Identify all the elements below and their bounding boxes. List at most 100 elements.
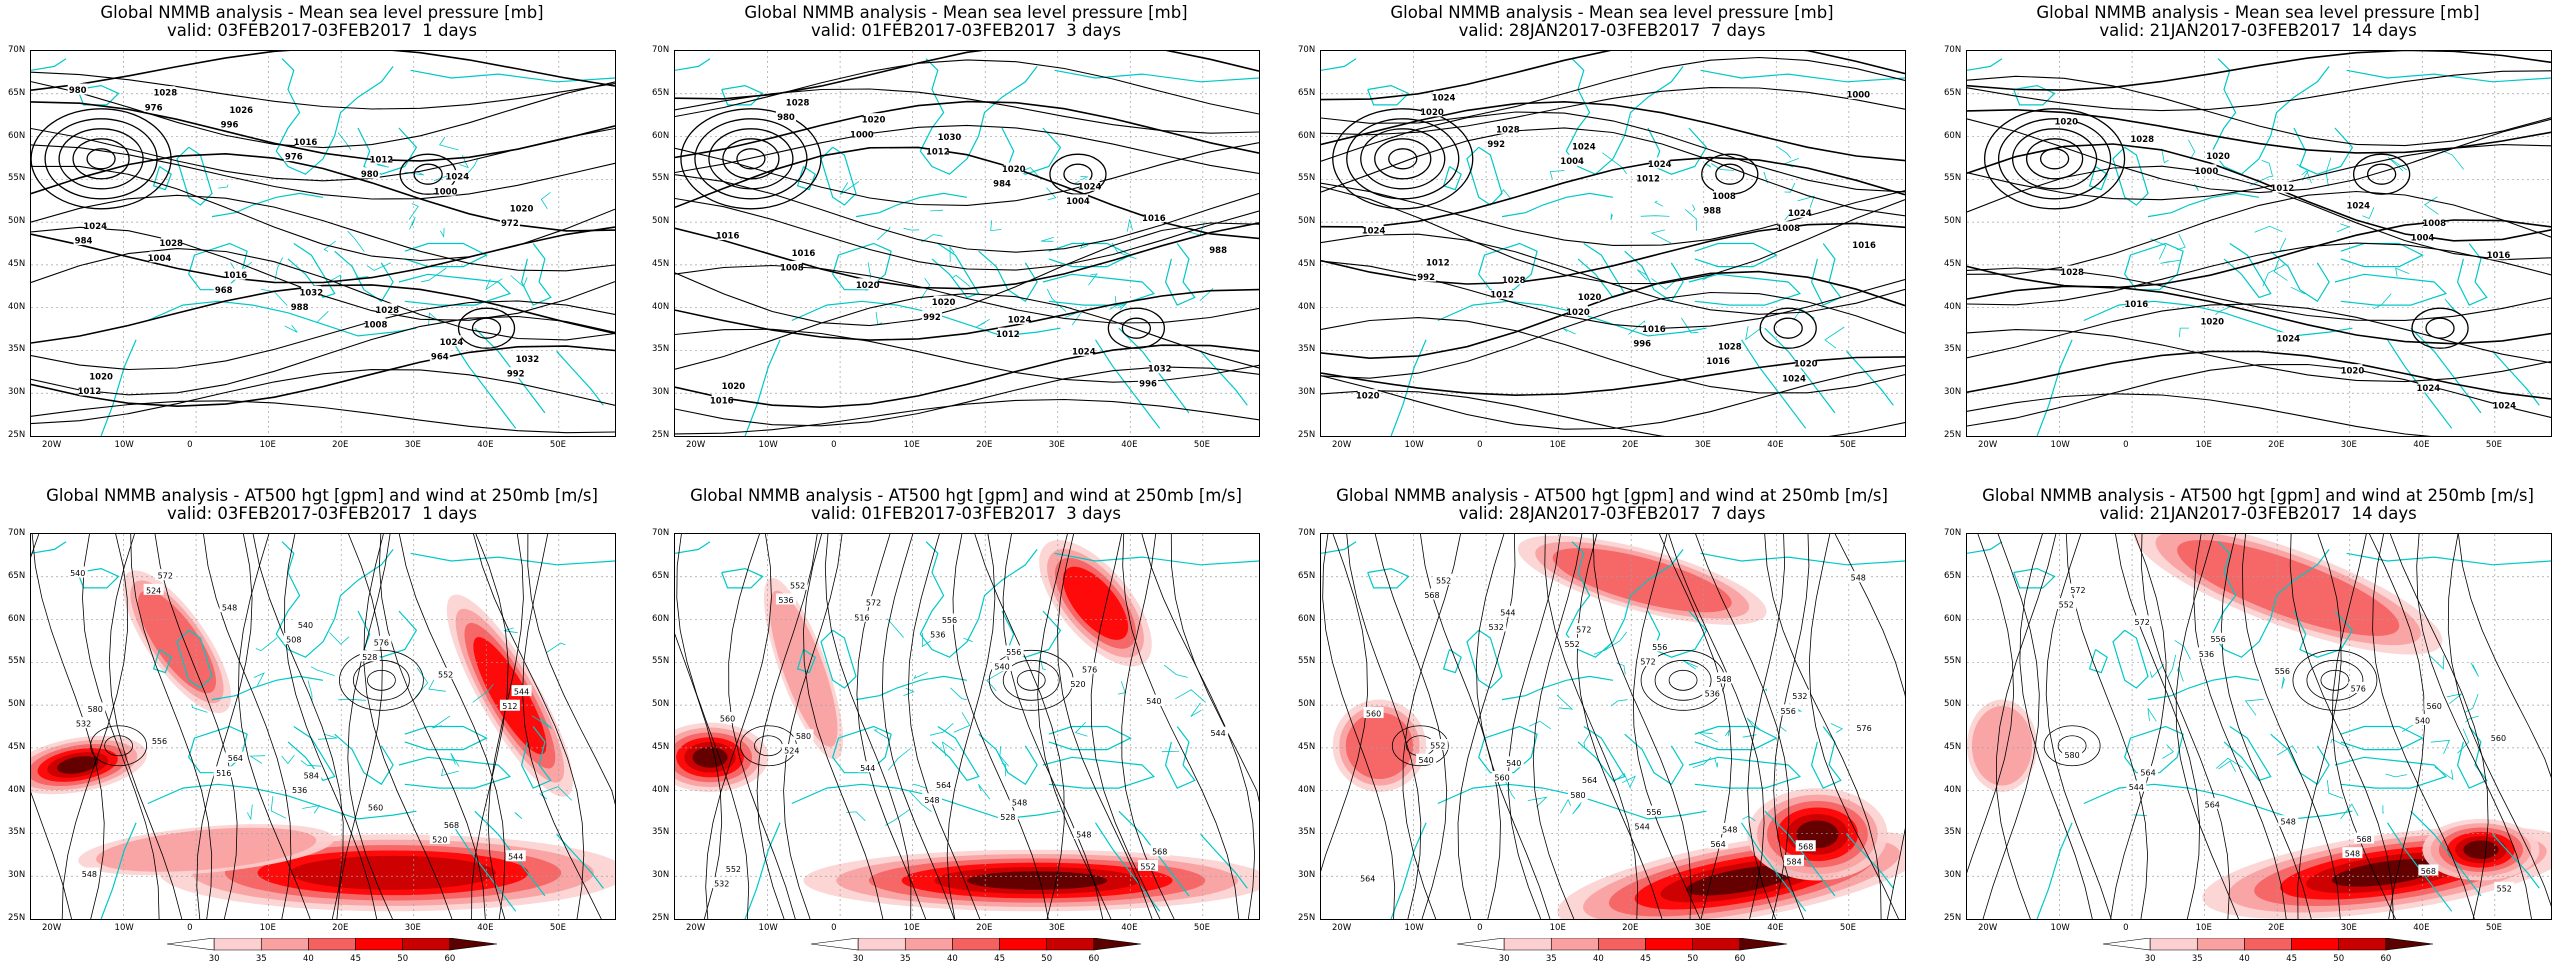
country-border xyxy=(317,311,329,323)
wind-shading xyxy=(290,855,496,890)
lon-tick-label: 0 xyxy=(187,440,193,450)
contour-label: 1024 xyxy=(1648,157,1672,170)
isobar xyxy=(1321,87,1905,136)
closed-contour xyxy=(1049,153,1107,195)
coastline xyxy=(2036,822,2073,919)
svg-text:1024: 1024 xyxy=(1072,347,1096,357)
lat-tick-label: 25N xyxy=(652,913,670,923)
panel-valid-date: valid: 28JAN2017-03FEB2017 7 days xyxy=(1458,504,1766,523)
country-border xyxy=(1704,163,1712,168)
contour-label: 528 xyxy=(359,650,380,662)
country-border xyxy=(1549,170,1565,180)
contour-label: 532 xyxy=(73,717,94,729)
contour-label: 572 xyxy=(2132,615,2153,627)
contour-label: 1020 xyxy=(1356,389,1380,402)
lon-tick-label: 50E xyxy=(1193,440,1210,450)
lon-tick-label: 20W xyxy=(1332,923,1352,933)
lat-tick-label: 40N xyxy=(8,784,26,795)
map-area: 536 540 544 548 552 556 560 564 568 572 576 580 548 5… xyxy=(1966,533,2552,920)
svg-text:564: 564 xyxy=(1360,875,1375,884)
height-contour xyxy=(2193,534,2287,919)
contour-label: 544 xyxy=(857,761,878,773)
svg-text:552: 552 xyxy=(726,865,741,874)
contour-label: 1020 xyxy=(932,295,956,308)
contour-label: 1012 xyxy=(2271,181,2294,194)
contour-label: 1016 xyxy=(716,229,739,242)
svg-text:996: 996 xyxy=(1139,379,1157,389)
contour-label: 1032 xyxy=(299,286,323,299)
country-border xyxy=(1190,702,1202,717)
contour-label: 532 xyxy=(1486,620,1507,632)
colorbar-swatch xyxy=(260,938,309,951)
height-contour xyxy=(1457,534,1516,919)
coastline xyxy=(2386,339,2453,429)
contour-label: 544 xyxy=(2126,780,2147,792)
contour-label: 1004 xyxy=(1560,154,1584,167)
country-border xyxy=(347,230,365,252)
contour-label: 1000 xyxy=(2195,164,2218,177)
height-contour xyxy=(1322,534,1396,919)
height-contour xyxy=(2220,534,2312,919)
svg-text:1024: 1024 xyxy=(1648,160,1672,170)
coastline xyxy=(2334,756,2448,789)
contour-label: 1028 xyxy=(375,303,399,316)
country-border xyxy=(1622,775,1637,788)
coastline xyxy=(1565,541,1684,658)
height-contour xyxy=(1668,534,1765,919)
contour-label: 560 xyxy=(1363,707,1384,719)
colorbar-tick-label: 40 xyxy=(947,954,958,964)
closed-contour xyxy=(2366,163,2397,185)
coastline xyxy=(334,733,394,786)
svg-text:1020: 1020 xyxy=(1794,360,1818,370)
svg-text:564: 564 xyxy=(2140,768,2155,777)
country-border xyxy=(510,275,528,288)
lat-tick-label: 55N xyxy=(652,173,670,184)
colorbar-tick-label: 35 xyxy=(1546,954,1557,964)
country-border xyxy=(1681,317,1699,334)
country-border xyxy=(921,632,931,648)
contour-label: 540 xyxy=(67,566,88,578)
svg-text:996: 996 xyxy=(1633,340,1651,350)
country-border xyxy=(1001,762,1006,777)
country-border xyxy=(1650,229,1672,244)
lon-tick-label: 20W xyxy=(1978,440,1998,450)
lon-tick-label: 0 xyxy=(1477,923,1483,933)
svg-text:984: 984 xyxy=(75,237,93,247)
coastline xyxy=(1042,273,1156,306)
map-canvas: 980 984 988 992 996 1000 1004 1008 1012 1016 1012 1… xyxy=(675,51,1259,436)
colorbar-swatch xyxy=(2338,938,2387,951)
coastline xyxy=(820,146,857,206)
colorbar-tick-label: 35 xyxy=(2192,954,2203,964)
coastline xyxy=(1688,756,1802,789)
contour-label: 564 xyxy=(2138,765,2159,777)
lat-tick-label: 25N xyxy=(652,430,670,440)
closed-contour xyxy=(1121,317,1152,339)
contour-label: 552 xyxy=(1138,859,1159,871)
isobar xyxy=(675,366,1259,427)
contour-label: 988 xyxy=(1702,204,1723,217)
lon-tick-label: 30E xyxy=(1694,440,1711,450)
svg-text:964: 964 xyxy=(431,352,449,362)
contour-label: 552 xyxy=(1433,573,1454,585)
lat-tick-label: 35N xyxy=(1298,827,1316,838)
country-border xyxy=(541,786,572,801)
coastline xyxy=(1810,726,1842,789)
colorbar-swatch xyxy=(308,938,356,951)
svg-text:552: 552 xyxy=(1564,640,1579,649)
lat-tick-label: 45N xyxy=(1944,258,1962,269)
coastline xyxy=(188,242,248,291)
coastline xyxy=(832,725,892,774)
lat-tick-label: 25N xyxy=(1298,430,1316,440)
colorbar-tick-label: 45 xyxy=(350,954,361,964)
lat-tick-label: 50N xyxy=(8,699,26,710)
contour-label: 980 xyxy=(359,167,380,180)
svg-text:988: 988 xyxy=(291,303,309,313)
contour-label: 1016 xyxy=(294,135,317,148)
country-border xyxy=(1161,750,1180,753)
height-contour xyxy=(2140,534,2231,919)
height-contour xyxy=(705,534,772,919)
country-border xyxy=(1528,720,1551,730)
coastline xyxy=(450,339,517,429)
country-border xyxy=(2340,803,2359,820)
contour-label: 1024 xyxy=(1432,90,1456,103)
